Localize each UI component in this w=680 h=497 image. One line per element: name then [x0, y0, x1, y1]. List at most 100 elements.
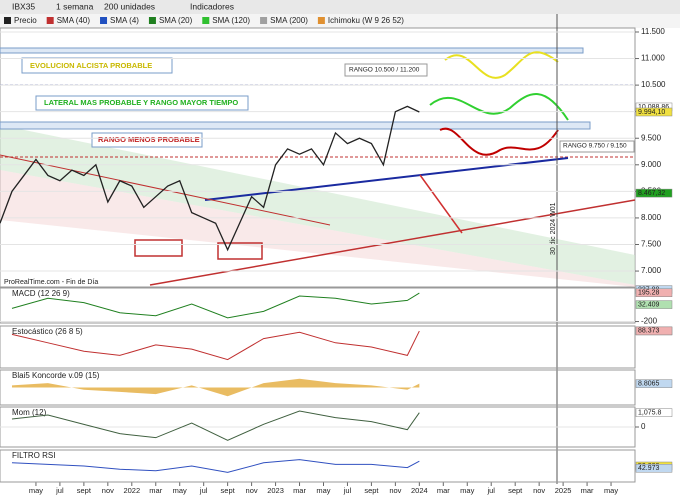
note-box — [344, 63, 428, 77]
arrow — [419, 174, 463, 234]
panel-frame — [0, 369, 636, 406]
x-tick-label: mar — [437, 486, 450, 495]
period[interactable]: 1 semana — [56, 1, 94, 11]
note: EVOLUCION ALCISTA PROBABLE — [30, 61, 152, 70]
y-tick-label: 7.000 — [641, 266, 662, 275]
legend-entry: SMA (40) — [57, 16, 91, 25]
value-tag — [635, 107, 673, 117]
x-tick-label: jul — [486, 486, 495, 495]
value-tag-label: 8.8065 — [638, 380, 660, 387]
note: RANGO 10.500 / 11.200 — [349, 67, 420, 74]
legend-swatch — [4, 17, 11, 24]
main-frame — [0, 27, 636, 288]
legend-entry: SMA (200) — [270, 16, 308, 25]
x-tick-label: mar — [293, 486, 306, 495]
value-tag — [635, 463, 673, 473]
x-tick-label: 2024 — [411, 486, 428, 495]
projection — [429, 93, 569, 121]
area — [11, 378, 420, 397]
indicator-line — [11, 330, 420, 361]
x-tick-label: nov — [389, 486, 401, 495]
y-tick-label: 7.500 — [641, 240, 662, 249]
value-tag-label: 88.373 — [638, 328, 660, 335]
legend-entry: SMA (120) — [212, 16, 250, 25]
legend-swatch — [260, 17, 268, 24]
low-box — [217, 242, 263, 260]
note: RANGO 9.750 / 9.150 — [563, 143, 627, 150]
value-tag-label: 1,075.8 — [638, 409, 661, 416]
value-tag — [635, 300, 673, 309]
x-tick-label: nov — [102, 486, 114, 495]
x-tick-label: 2025 — [555, 486, 572, 495]
note-box — [35, 95, 249, 111]
legend-swatch — [317, 17, 325, 24]
x-tick-label: sept — [77, 486, 92, 495]
trend-line — [0, 154, 331, 226]
legend: Precio SMA (40) SMA (4) SMA (20) SMA (120) SM… — [4, 16, 404, 25]
x-tick-label: mar — [581, 486, 594, 495]
y-tick-label: 9.000 — [641, 160, 662, 169]
value-tag-label: 10.088,86 — [638, 104, 669, 111]
panel-frame — [0, 325, 636, 369]
watermark: ProRealTime.com - Fin de Día — [4, 279, 98, 286]
x-tick-label: nov — [533, 486, 545, 495]
note-box — [21, 57, 173, 74]
projection — [439, 127, 559, 156]
panel-frame — [0, 449, 636, 483]
indicators[interactable]: Indicadores — [190, 1, 234, 11]
value-tag-label: 42.973 — [638, 465, 660, 472]
x-tick-label: sept — [221, 486, 236, 495]
legend-swatch — [148, 17, 156, 24]
x-tick-label: 2023 — [267, 486, 284, 495]
indicator-line — [11, 459, 420, 473]
value-tag-label: 195.28 — [638, 290, 660, 297]
date-label: 30 dic 2024 W01 — [550, 202, 557, 255]
note: RANGO MENOS PROBABLE — [98, 135, 200, 144]
panel-title: Mom (12) — [12, 408, 47, 417]
panel-title: FILTRO RSI — [12, 451, 55, 460]
y-tick-label: 0 — [641, 422, 646, 431]
instrument[interactable]: IBX35 — [12, 1, 35, 11]
panel-title: Estocástico (26 8 5) — [12, 327, 83, 336]
low-box — [134, 239, 183, 257]
legend-entry: Precio — [14, 16, 37, 25]
x-tick-label: sept — [508, 486, 523, 495]
indicator-line — [11, 410, 420, 441]
toolbar — [0, 0, 680, 14]
x-tick-label: mar — [149, 486, 162, 495]
x-tick-label: nov — [246, 486, 258, 495]
y-tick-label: 11.000 — [641, 54, 665, 63]
price-line — [0, 105, 420, 252]
value-tag — [635, 408, 673, 417]
y-tick-label: 9.500 — [641, 133, 662, 142]
note-box — [559, 140, 635, 153]
y-tick-label: 10.500 — [641, 80, 666, 89]
legend-entry: SMA (20) — [159, 16, 193, 25]
panel-title: Blai5 Koncorde v.09 (15) — [12, 371, 100, 380]
x-tick-label: may — [604, 486, 618, 495]
x-tick-label: may — [460, 486, 474, 495]
x-tick-label: may — [29, 486, 43, 495]
x-tick-label: jul — [343, 486, 352, 495]
y-tick-label: 11.500 — [641, 27, 665, 36]
units[interactable]: 200 unidades — [104, 1, 155, 11]
range-box — [0, 47, 584, 54]
y-tick-label: -200 — [641, 317, 658, 326]
x-tick-label: may — [316, 486, 330, 495]
note: LATERAL MAS PROBABLE Y RANGO MAYOR TIEMP… — [44, 98, 238, 107]
value-tag-label: 8.467,32 — [638, 190, 665, 197]
range-box — [0, 121, 591, 130]
legend-bar — [0, 14, 680, 28]
projection — [444, 51, 559, 79]
value-tag — [635, 326, 673, 336]
x-tick-label: jul — [55, 486, 64, 495]
y-tick-label: 8.000 — [641, 213, 662, 222]
value-tag — [635, 188, 673, 198]
value-tag — [635, 379, 673, 388]
indicator-line — [11, 292, 420, 319]
value-tag-label: 32.409 — [638, 301, 660, 308]
legend-entry: Ichimoku (W 9 26 52) — [328, 16, 404, 25]
channel-red — [0, 170, 635, 287]
